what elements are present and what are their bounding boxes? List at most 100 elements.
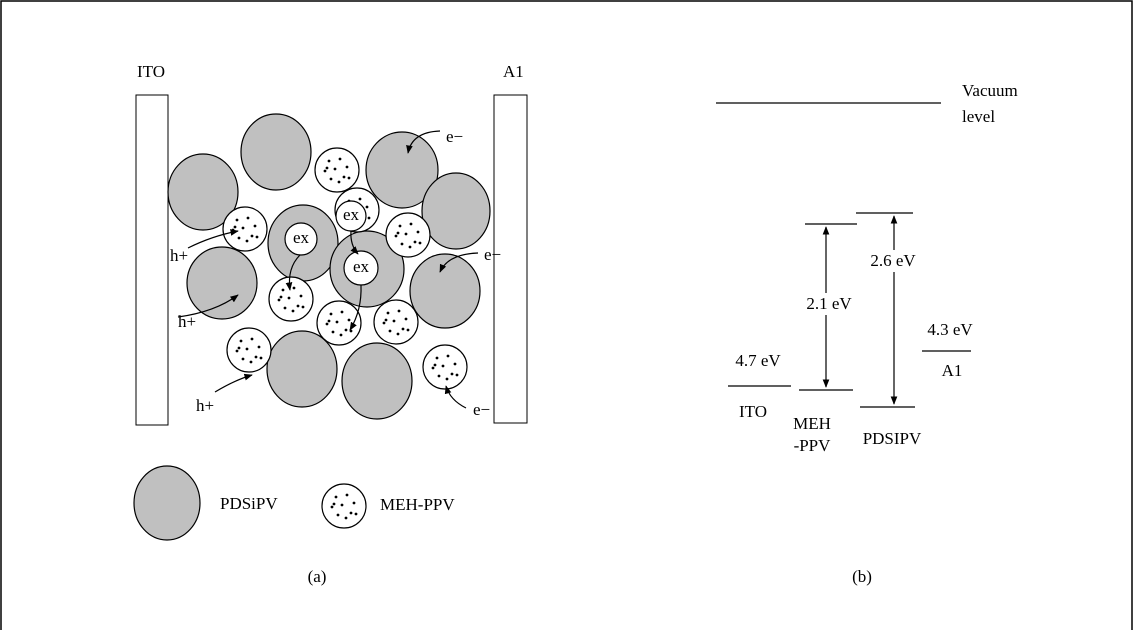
dot xyxy=(405,233,408,236)
dot xyxy=(338,181,341,184)
caption: (a) xyxy=(308,567,327,586)
dot xyxy=(297,305,300,308)
dot xyxy=(385,319,388,322)
mehppv-domain xyxy=(269,277,313,321)
dot xyxy=(334,168,337,171)
mehppv-domain xyxy=(374,300,418,344)
carrier-label: e− xyxy=(446,127,463,146)
polymer-label: MEH xyxy=(793,414,831,433)
dot xyxy=(335,496,338,499)
dot xyxy=(397,232,400,235)
dot xyxy=(326,167,329,170)
dot xyxy=(238,347,241,350)
dot xyxy=(405,318,408,321)
dot xyxy=(251,235,254,238)
dot xyxy=(326,323,329,326)
exciton-label: ex xyxy=(343,205,360,224)
dot xyxy=(246,240,249,243)
carrier-label: h+ xyxy=(196,396,214,415)
dot xyxy=(414,241,417,244)
dot xyxy=(447,355,450,358)
mehppv-domain xyxy=(315,148,359,192)
caption: (b) xyxy=(852,567,872,586)
dot xyxy=(330,313,333,316)
dot xyxy=(333,503,336,506)
carrier-label: e− xyxy=(484,245,501,264)
electrode-label: A1 xyxy=(942,361,963,380)
dot xyxy=(240,340,243,343)
polymer-label: -PPV xyxy=(794,436,832,455)
dot xyxy=(348,177,351,180)
dot xyxy=(355,513,358,516)
dot xyxy=(401,243,404,246)
dot xyxy=(247,217,250,220)
arrow xyxy=(446,386,466,408)
mehppv-domain xyxy=(317,301,361,345)
dot xyxy=(456,374,459,377)
dot xyxy=(341,311,344,314)
dot xyxy=(288,297,291,300)
dot xyxy=(293,287,296,290)
dot xyxy=(368,217,371,220)
electrode-label: A1 xyxy=(503,62,524,81)
mehppv-domain xyxy=(386,213,430,257)
exciton-label: ex xyxy=(353,257,370,276)
dot xyxy=(410,223,413,226)
dot xyxy=(383,322,386,325)
dot xyxy=(242,358,245,361)
electrode xyxy=(136,95,168,425)
dot xyxy=(258,346,261,349)
mehppv-domain xyxy=(227,328,271,372)
carrier-label: e− xyxy=(473,400,490,419)
dot xyxy=(417,231,420,234)
dot xyxy=(346,166,349,169)
arrow xyxy=(215,375,252,392)
electrode-label: ITO xyxy=(739,402,767,421)
pdsipv-domain xyxy=(241,114,311,190)
exciton-label: ex xyxy=(293,228,310,247)
pdsipv-domain xyxy=(422,173,490,249)
vacuum-label: Vacuum xyxy=(962,81,1018,100)
carrier-label: h+ xyxy=(178,312,196,331)
dot xyxy=(397,333,400,336)
dot xyxy=(250,361,253,364)
dot xyxy=(260,357,263,360)
legend-label: PDSiPV xyxy=(220,494,278,513)
dot xyxy=(399,225,402,228)
dot xyxy=(446,378,449,381)
dot xyxy=(345,517,348,520)
vacuum-label: level xyxy=(962,107,995,126)
dot xyxy=(442,365,445,368)
dot xyxy=(236,350,239,353)
dot xyxy=(330,178,333,181)
dot xyxy=(255,356,258,359)
mehppv-domain xyxy=(223,207,267,251)
dot xyxy=(350,330,353,333)
dot xyxy=(438,375,441,378)
dot xyxy=(454,363,457,366)
dot xyxy=(246,348,249,351)
dot xyxy=(353,502,356,505)
dot xyxy=(389,330,392,333)
dot xyxy=(256,236,259,239)
dot xyxy=(254,225,257,228)
dot xyxy=(328,320,331,323)
dot xyxy=(402,328,405,331)
dot xyxy=(282,289,285,292)
pdsipv-domain xyxy=(267,331,337,407)
dot xyxy=(393,320,396,323)
dot xyxy=(302,306,305,309)
dot xyxy=(280,296,283,299)
dot xyxy=(348,319,351,322)
dot xyxy=(236,219,239,222)
dot xyxy=(359,198,362,201)
work-function: 4.3 eV xyxy=(927,320,973,339)
dot xyxy=(366,206,369,209)
dot xyxy=(432,367,435,370)
dot xyxy=(434,364,437,367)
dot xyxy=(409,246,412,249)
dot xyxy=(339,158,342,161)
dot xyxy=(300,295,303,298)
electrode-label: ITO xyxy=(137,62,165,81)
dot xyxy=(328,160,331,163)
